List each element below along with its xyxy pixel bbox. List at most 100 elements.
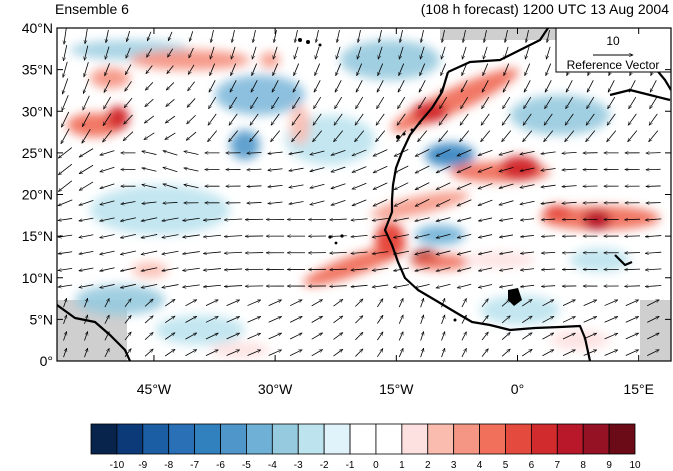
wind-vector — [292, 96, 301, 109]
wind-vector — [478, 166, 493, 172]
wind-vector — [460, 113, 469, 125]
wind-vector — [461, 298, 467, 308]
wind-vector — [331, 199, 346, 205]
wind-vector — [542, 332, 554, 340]
wind-vector — [546, 46, 551, 59]
wind-vector — [125, 47, 131, 59]
wind-vector — [542, 349, 554, 357]
wind-vector — [355, 130, 365, 142]
wind-vector — [357, 46, 362, 59]
lon-tick-label: 15°W — [379, 381, 414, 397]
wind-vector — [460, 130, 470, 142]
wind-vector — [333, 299, 342, 307]
wind-vector — [120, 283, 136, 288]
wind-vector — [183, 251, 200, 254]
wind-vector — [268, 299, 282, 306]
wind-vector — [372, 284, 389, 287]
colorbar-swatch — [90, 423, 118, 455]
wind-vector — [334, 80, 342, 92]
wind-vector — [562, 316, 575, 323]
wind-vector — [208, 130, 218, 142]
wind-vector — [398, 348, 404, 358]
wind-vector — [100, 150, 115, 156]
wind-vector — [203, 252, 221, 254]
wind-vector — [418, 130, 428, 142]
wind-vector — [184, 185, 199, 189]
lat-tick-label: 25°N — [22, 145, 53, 161]
wind-vector — [166, 98, 175, 106]
wind-vector — [520, 285, 535, 287]
wind-vector — [268, 349, 282, 356]
wind-vector — [79, 284, 94, 288]
wind-vector — [203, 235, 221, 237]
wind-vector — [310, 167, 325, 172]
wind-vector — [311, 299, 323, 307]
wind-vector — [144, 115, 155, 123]
wind-vector — [394, 182, 409, 191]
wind-vector — [420, 332, 424, 341]
wind-vector — [247, 349, 261, 356]
wind-vector — [185, 349, 196, 357]
wind-vector — [457, 267, 472, 272]
wind-vector — [208, 113, 217, 125]
wind-vector — [478, 267, 493, 271]
wind-vector — [268, 185, 283, 187]
wind-vector — [247, 153, 262, 154]
wind-vector — [457, 149, 472, 157]
wind-vector — [586, 130, 596, 142]
wind-vector — [124, 64, 132, 75]
wind-vector — [376, 80, 384, 92]
wind-vector — [203, 219, 221, 221]
wind-vector — [79, 148, 94, 158]
colorbar-label: -10 — [110, 460, 125, 471]
wind-vector — [58, 284, 73, 287]
wind-vector — [436, 233, 451, 238]
colorbar-label: -1 — [346, 460, 355, 471]
wind-vector — [120, 267, 136, 272]
wind-vector — [252, 46, 257, 59]
wind-vector — [628, 113, 637, 125]
wind-vector — [185, 299, 196, 307]
wind-vector — [167, 65, 174, 74]
wind-vector — [481, 349, 488, 357]
wind-vector — [331, 183, 346, 189]
wind-vector — [586, 113, 595, 125]
wind-vector — [100, 234, 115, 237]
wind-vector — [415, 267, 430, 271]
wind-vector — [310, 183, 325, 188]
wind-vector — [142, 184, 157, 189]
wind-vector — [415, 283, 430, 287]
wind-vector — [457, 217, 472, 222]
wind-vector — [231, 46, 236, 59]
wind-vector — [398, 63, 405, 76]
wind-vector — [478, 183, 493, 189]
wind-vector — [124, 114, 133, 124]
wind-vector — [504, 46, 509, 59]
colorbar: -10 -9 -8 -7 -6 -5 -4 -3 -2 -1 0 1 2 3 4 5 6 7 8 9 10 — [90, 423, 641, 471]
wind-vector — [250, 96, 259, 109]
wind-vector — [124, 332, 131, 341]
wind-vector — [333, 316, 342, 324]
wind-vector — [376, 130, 386, 142]
wind-vector — [583, 299, 597, 306]
wind-vector — [544, 130, 554, 142]
wind-vector — [499, 183, 514, 188]
wind-vector — [164, 349, 175, 357]
wind-vector — [104, 298, 110, 308]
lat-tick-label: 5°N — [30, 311, 54, 327]
wind-vector — [141, 267, 158, 271]
wind-vector — [372, 234, 389, 237]
colorbar-swatch — [297, 423, 325, 455]
wind-vector — [441, 46, 446, 59]
wind-vector — [189, 31, 194, 41]
wind-vector — [142, 151, 157, 155]
wind-vector — [541, 184, 556, 187]
wind-vector — [481, 113, 490, 125]
wind-vector — [100, 250, 115, 254]
colorbar-label: -9 — [138, 460, 147, 471]
wind-vector — [162, 267, 179, 271]
wind-vector — [562, 349, 575, 356]
wind-vector — [562, 202, 577, 203]
wind-vector — [524, 63, 531, 76]
wind-vector — [271, 113, 280, 125]
